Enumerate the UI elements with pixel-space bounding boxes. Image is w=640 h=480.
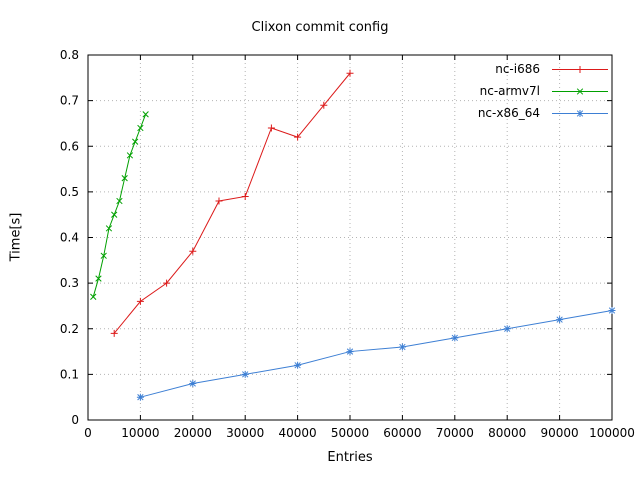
svg-text:100000: 100000 [589,426,635,440]
legend-row-nc-x86_64: nc-x86_64 [478,105,608,121]
svg-text:0: 0 [84,426,92,440]
svg-text:70000: 70000 [436,426,474,440]
chart-title: Clixon commit config [251,20,389,35]
svg-text:80000: 80000 [488,426,526,440]
legend-label-nc-i686: nc-i686 [495,62,540,76]
svg-text:10000: 10000 [121,426,159,440]
x-axis-label: Entries [327,450,373,465]
svg-text:50000: 50000 [331,426,369,440]
svg-text:0.5: 0.5 [60,185,79,199]
svg-text:0.8: 0.8 [60,48,79,62]
legend-row-nc-i686: nc-i686 [478,61,608,77]
legend-sample-line-icon [552,87,608,95]
svg-text:0.1: 0.1 [60,367,79,381]
legend-label-nc-armv7l: nc-armv7l [479,84,540,98]
svg-text:90000: 90000 [541,426,579,440]
svg-text:30000: 30000 [226,426,264,440]
y-axis-label: Time[s] [8,212,24,262]
svg-text:0.6: 0.6 [60,139,79,153]
legend-label-nc-x86_64: nc-x86_64 [477,106,540,120]
legend-sample-line-icon [552,65,608,73]
legend: nc-i686 nc-armv7l nc-x86_64 [478,61,608,121]
svg-text:0: 0 [71,413,79,427]
svg-text:0.3: 0.3 [60,276,79,290]
legend-sample-line-icon [552,109,608,117]
svg-text:0.4: 0.4 [60,231,79,245]
svg-text:0.2: 0.2 [60,322,79,336]
svg-text:40000: 40000 [279,426,317,440]
svg-text:60000: 60000 [383,426,421,440]
svg-text:20000: 20000 [174,426,212,440]
svg-text:0.7: 0.7 [60,94,79,108]
legend-row-nc-armv7l: nc-armv7l [478,83,608,99]
